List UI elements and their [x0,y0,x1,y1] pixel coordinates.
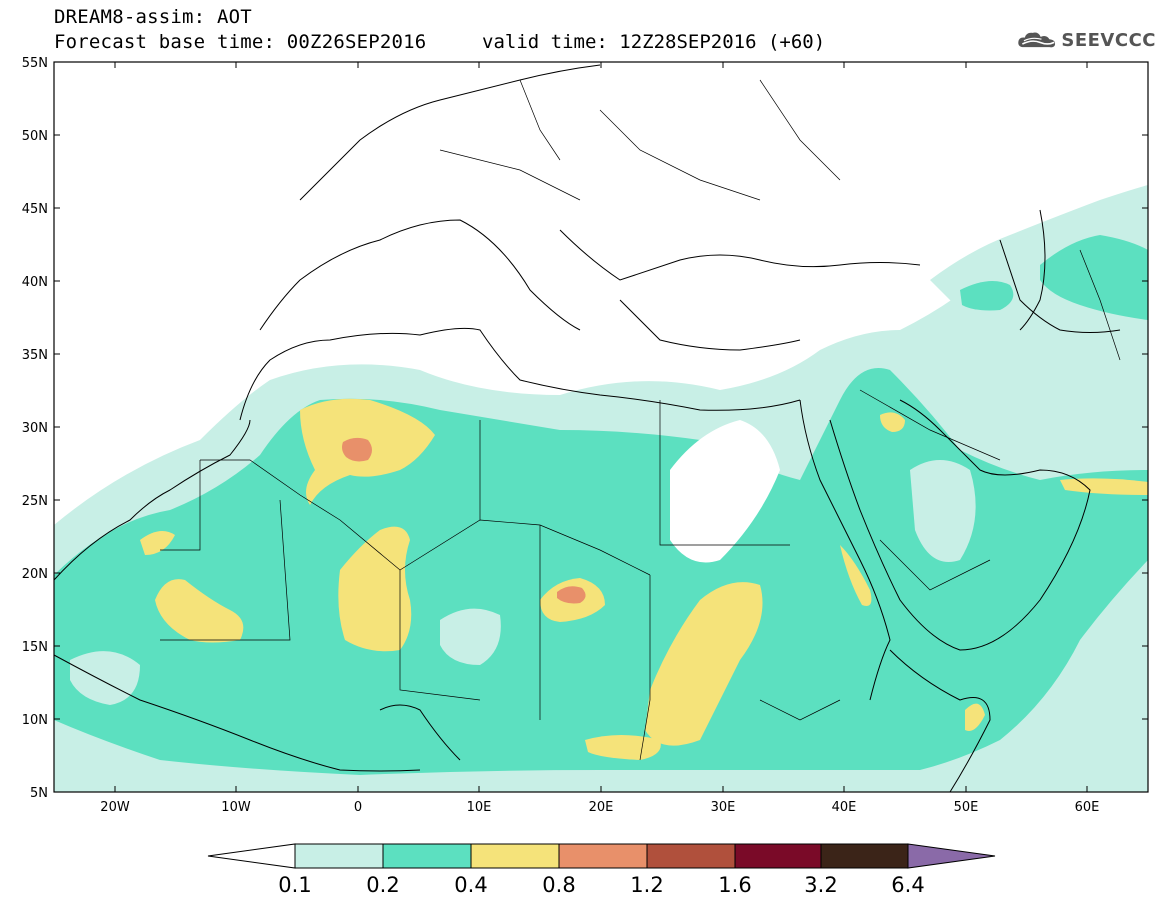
coastlines [54,64,1121,792]
aot-band-yellow-car [585,735,661,760]
aot-gap-sahel [440,608,501,665]
aot-gap-egypt [670,420,780,563]
axis-ticks [54,61,1148,792]
lat-label: 20N [22,567,48,582]
colorbar-label: 0.1 [278,873,311,897]
aot-band-yellow-mauritania [155,579,244,643]
lat-label: 30N [22,421,48,436]
model-title: DREAM8-assim: AOT [54,6,252,28]
lat-label: 15N [22,640,48,655]
colorbar-label: 1.6 [718,873,751,897]
logo-text: SEEVCCC [1061,29,1156,51]
colorbar-swatch [382,843,472,869]
lat-labels: 55N 50N 45N 40N 35N 30N 25N 20N 15N 10N … [22,56,48,801]
base-time-label: Forecast base time: 00Z26SEP2016 [54,31,427,53]
colorbar-low-arrow [207,843,296,869]
valid-time-label: valid time: 12Z28SEP2016 (+60) [482,31,826,53]
lat-label: 40N [22,275,48,290]
colorbar-label: 6.4 [891,873,924,897]
colorbar-swatch [734,843,822,869]
aot-band-yellow-senegal [140,531,175,555]
colorbar-label: 0.8 [542,873,575,897]
colorbar-label: 0.4 [454,873,487,897]
aot-band-teal-turkey [960,281,1014,311]
colorbar-label: 1.2 [630,873,663,897]
aot-band-yellow-sudan [645,582,763,746]
lat-label: 45N [22,202,48,217]
aot-band-yellow-mali [338,526,412,652]
colorbar-swatch [558,843,648,869]
aot-gap-arabia [910,460,976,562]
lon-label: 20W [100,800,130,815]
lon-label: 20E [589,800,614,815]
lat-label: 50N [22,129,48,144]
aot-band-yellow-iraq [880,412,905,432]
aot-band-orange-algeria [342,437,372,462]
lon-labels: 20W 10W 0 10E 20E 30E 40E 50E 60E [100,800,1099,815]
colorbar-label: 3.2 [804,873,837,897]
colorbar-swatch [470,843,560,869]
colorbar-labels: 0.1 0.2 0.4 0.8 1.2 1.6 3.2 6.4 [278,873,924,897]
lon-label: 30E [711,800,736,815]
lat-label: 35N [22,348,48,363]
lat-label: 10N [22,713,48,728]
colorbar-swatch [646,843,736,869]
lat-label: 55N [22,56,48,71]
lon-label: 60E [1075,800,1100,815]
seevccc-logo: SEEVCCC [1016,26,1156,54]
colorbar-label: 0.2 [366,873,399,897]
country-borders [160,79,1121,761]
lon-label: 50E [954,800,979,815]
lon-label: 0 [354,800,362,815]
cloud-icon [1018,32,1056,48]
colorbar-high-arrow [907,843,996,869]
lat-label: 25N [22,494,48,509]
aot-fields [54,185,1148,792]
aot-band-teal-caspian [1040,235,1148,320]
lon-label: 40E [832,800,857,815]
lon-label: 10W [221,800,251,815]
aot-band-orange-chad [557,586,586,604]
aot-band-yellow-somalia [965,703,985,731]
lat-label: 5N [30,786,48,801]
aot-band-yellow-redsea [840,545,872,606]
lon-label: 10E [467,800,492,815]
colorbar [207,843,996,869]
colorbar-swatch [820,843,909,869]
colorbar-swatch [294,843,384,869]
